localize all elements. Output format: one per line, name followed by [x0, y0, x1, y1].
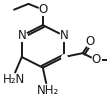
Text: N: N: [17, 29, 26, 42]
Text: O: O: [86, 35, 95, 48]
Text: O: O: [38, 3, 48, 16]
Text: O: O: [91, 53, 101, 66]
Text: N: N: [59, 29, 68, 42]
Text: H₂N: H₂N: [3, 73, 25, 86]
Text: NH₂: NH₂: [37, 84, 59, 97]
